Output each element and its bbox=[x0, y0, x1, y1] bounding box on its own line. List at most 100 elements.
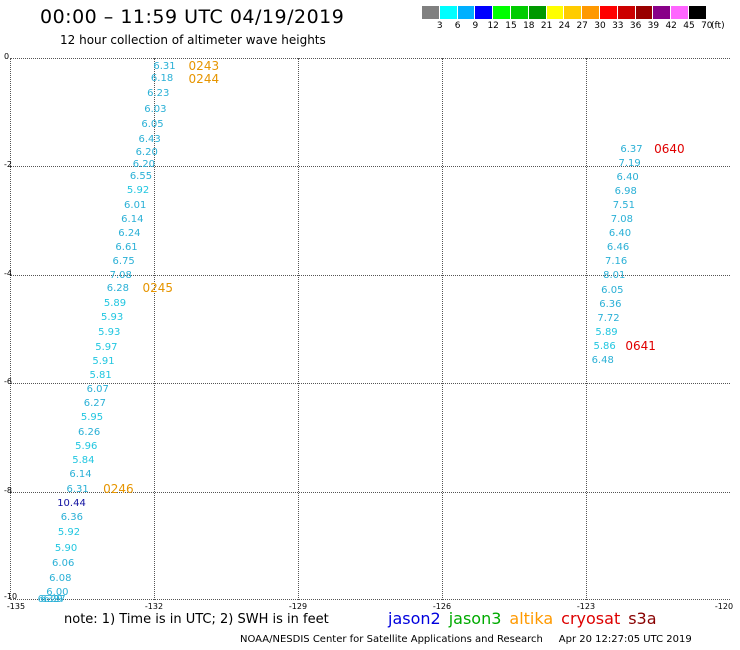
colorbar-swatch bbox=[528, 6, 547, 19]
colorbar-label: 6 bbox=[454, 21, 461, 31]
satellite-legend-s3a: s3a bbox=[628, 609, 657, 628]
wave-height-value-west-track: 6.06 bbox=[52, 557, 75, 569]
wave-height-value-west-track: 5.84 bbox=[72, 454, 95, 466]
x-tick-label: -126 bbox=[432, 602, 452, 611]
colorbar-swatch bbox=[599, 6, 618, 19]
grid-line-horizontal bbox=[10, 491, 730, 493]
wave-height-value-west-track: 6.28 bbox=[106, 283, 130, 295]
satellite-legend: jason2 jason3 altika cryosat s3a bbox=[388, 609, 665, 628]
colorbar-swatch bbox=[653, 6, 672, 19]
wave-height-value-west-track: 10.44 bbox=[57, 498, 86, 510]
y-tick-label: -8 bbox=[4, 485, 12, 495]
wave-height-value-west-track: 7.08 bbox=[109, 270, 132, 282]
y-tick-label: 0 bbox=[4, 52, 10, 61]
wave-height-value-east-track: 7.19 bbox=[618, 157, 641, 169]
colorbar-swatch bbox=[493, 6, 511, 19]
x-tick-label: -129 bbox=[288, 602, 308, 611]
satellite-legend-cryosat: cryosat bbox=[561, 609, 621, 628]
wave-height-value-west-track: 6.31 bbox=[66, 484, 89, 495]
grid-line-horizontal bbox=[10, 166, 730, 168]
grid-line-vertical bbox=[154, 58, 155, 600]
colorbar-label: 24 bbox=[558, 21, 571, 31]
colorbar-label: 9 bbox=[472, 21, 479, 31]
satellite-legend-jason2: jason2 bbox=[388, 609, 441, 628]
colorbar-swatch bbox=[475, 6, 494, 19]
wave-height-value-west-track: 6.14 bbox=[69, 468, 92, 480]
wave-height-value-west-track: 6.00 bbox=[46, 586, 69, 598]
colorbar-swatch bbox=[671, 6, 689, 19]
satellite-legend-jason3: jason3 bbox=[448, 609, 502, 628]
colorbar-swatch bbox=[635, 6, 654, 19]
wave-height-value-west-track: 6.14 bbox=[121, 214, 144, 226]
pass-time-label: 0641 bbox=[625, 338, 656, 353]
generated-timestamp: Apr 20 12:27:05 UTC 2019 bbox=[558, 634, 692, 645]
wave-height-value-west-track: 5.91 bbox=[92, 356, 115, 368]
colorbar-label: 45 bbox=[683, 21, 695, 31]
colorbar-label: 30 bbox=[594, 21, 606, 31]
grid-line-horizontal bbox=[10, 274, 730, 276]
wave-height-value-west-track: 6.18 bbox=[150, 73, 174, 85]
wave-height-value-east-track: 7.51 bbox=[612, 200, 635, 211]
pass-time-label: 0640 bbox=[654, 141, 685, 156]
wave-height-value-west-track: 5.90 bbox=[54, 542, 78, 554]
colorbar-swatch bbox=[422, 6, 440, 19]
map-left-border bbox=[10, 58, 11, 600]
colorbar-label: 42 bbox=[665, 21, 677, 31]
wave-height-value-west-track: 6.08 bbox=[49, 572, 72, 584]
colorbar-label: 36 bbox=[629, 21, 642, 31]
grid-line-horizontal bbox=[10, 58, 730, 59]
wave-height-value-east-track: 7.08 bbox=[610, 214, 634, 226]
footer-note: note: 1) Time is in UTC; 2) SWH is in fe… bbox=[64, 612, 329, 627]
grid-line-vertical bbox=[586, 58, 587, 600]
wave-height-value-east-track: 6.40 bbox=[608, 228, 632, 240]
satellite-legend-altika: altika bbox=[509, 609, 554, 628]
wave-height-value-west-track: 6.23 bbox=[147, 88, 170, 100]
wave-height-value-east-track: 6.05 bbox=[601, 284, 624, 296]
wave-height-value-west-track: 6.61 bbox=[115, 242, 138, 254]
colorbar-label: 70 bbox=[701, 21, 713, 31]
colorbar-swatch bbox=[688, 6, 707, 19]
y-tick-label: -2 bbox=[4, 160, 12, 170]
wave-height-value-west-track: 6.05 bbox=[141, 118, 164, 130]
pass-time-label: 0243 bbox=[188, 58, 220, 73]
wave-height-value-west-track: 5.89 bbox=[103, 297, 127, 309]
colorbar-label: 39 bbox=[647, 21, 660, 31]
wave-height-value-west-track: 6.20 bbox=[132, 158, 155, 170]
colorbar-swatch bbox=[546, 6, 565, 19]
wave-height-value-west-track: 6.43 bbox=[138, 133, 161, 145]
wave-height-value-east-track: 6.46 bbox=[606, 242, 630, 254]
wave-height-value-west-track: 6.39 bbox=[37, 594, 60, 605]
wave-height-value-west-track: 5.95 bbox=[80, 412, 104, 424]
page-subtitle: 12 hour collection of altimeter wave hei… bbox=[60, 33, 326, 47]
wave-height-value-west-track: 6.20 bbox=[135, 146, 158, 158]
wave-height-value-east-track: 6.36 bbox=[599, 298, 622, 310]
wave-height-value-west-track: 6.27 bbox=[43, 594, 66, 605]
wave-height-value-west-track: 5.92 bbox=[57, 527, 81, 539]
pass-time-label: 0244 bbox=[188, 72, 220, 87]
colorbar-label: 15 bbox=[505, 21, 517, 31]
footer-credit: NOAA/NESDIS Center for Satellite Applica… bbox=[240, 634, 692, 645]
wave-height-value-west-track: 5.93 bbox=[101, 311, 124, 323]
grid-line-vertical bbox=[298, 58, 299, 600]
y-tick-label: -10 bbox=[4, 592, 18, 601]
map-bottom-border bbox=[10, 599, 730, 600]
wave-height-value-east-track: 6.48 bbox=[591, 355, 614, 367]
wave-height-value-east-track: 6.37 bbox=[620, 143, 643, 155]
wave-height-value-west-track: 6.07 bbox=[86, 384, 109, 396]
colorbar-label: 27 bbox=[576, 21, 588, 31]
colorbar-swatch bbox=[439, 6, 458, 19]
colorbar bbox=[422, 6, 707, 19]
x-tick-label: -132 bbox=[144, 602, 164, 611]
colorbar-swatch bbox=[457, 6, 476, 19]
x-tick-label: -123 bbox=[576, 602, 596, 611]
wave-height-value-west-track: 5.92 bbox=[126, 184, 150, 196]
wave-height-value-east-track: 7.72 bbox=[597, 312, 620, 324]
wave-height-value-west-track: 5.97 bbox=[95, 342, 118, 353]
wave-height-value-west-track: 5.93 bbox=[98, 326, 121, 338]
colorbar-unit: (ft) bbox=[711, 21, 725, 31]
page-title: 00:00 – 11:59 UTC 04/19/2019 bbox=[40, 6, 345, 28]
wave-height-value-east-track: 8.01 bbox=[603, 270, 626, 282]
x-tick-label: -135 bbox=[6, 602, 26, 611]
wave-height-value-west-track: 6.75 bbox=[112, 256, 135, 268]
grid-line-vertical bbox=[442, 58, 443, 600]
